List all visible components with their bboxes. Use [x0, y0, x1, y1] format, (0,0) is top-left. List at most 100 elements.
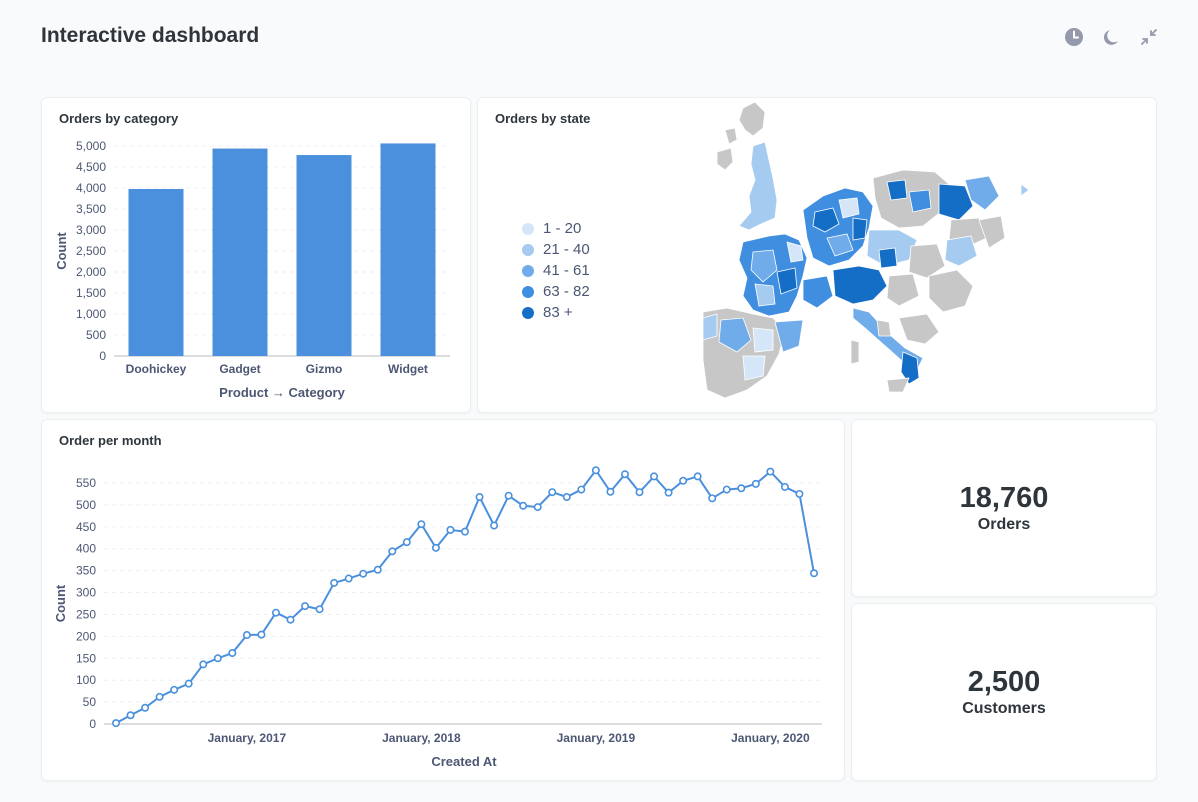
y-tick-label: 500 — [86, 328, 106, 342]
bar — [128, 189, 184, 356]
map-region[interactable] — [802, 275, 834, 309]
map-region[interactable] — [1020, 183, 1030, 197]
legend-label: 1 - 20 — [543, 220, 582, 237]
map-regions[interactable] — [703, 101, 1030, 399]
map-region[interactable] — [786, 241, 804, 263]
map-region[interactable] — [850, 339, 860, 365]
map-region[interactable] — [754, 283, 776, 307]
y-tick-label: 350 — [76, 564, 96, 578]
legend-swatch — [522, 306, 534, 319]
data-point — [431, 543, 440, 552]
map-region[interactable] — [876, 319, 892, 337]
map-region[interactable] — [724, 127, 738, 145]
map-region[interactable] — [718, 317, 752, 353]
data-point — [519, 501, 528, 510]
line-chart: 0 50 100 150 200 250 300 350 400 450 500 550 January… — [53, 466, 822, 769]
order-per-month-card[interactable]: Order per month 0 50 100 150 200 250 300 350 400… — [41, 419, 845, 781]
clock-icon[interactable] — [1064, 27, 1084, 47]
data-point — [286, 615, 295, 624]
y-tick-label: 3,000 — [76, 223, 106, 237]
legend-item: 83 + — [522, 302, 590, 323]
x-tick-label: Gizmo — [306, 362, 343, 376]
map-region[interactable] — [886, 273, 920, 307]
choropleth-map[interactable] — [703, 100, 1063, 410]
customers-label: Customers — [962, 700, 1046, 717]
data-point — [460, 527, 469, 536]
map-legend: 1 - 20 21 - 40 41 - 61 63 - 82 83 + — [522, 218, 590, 323]
bar-chart: 0 500 1,000 1,500 2,000 2,500 3,000 3,500 4,000 4… — [54, 139, 450, 400]
map-region[interactable] — [774, 319, 804, 353]
data-point — [344, 574, 353, 583]
map-region[interactable] — [716, 147, 734, 171]
map-region[interactable] — [742, 355, 766, 381]
data-point — [780, 482, 789, 491]
x-tick-label: January, 2019 — [557, 731, 636, 745]
legend-swatch — [522, 285, 534, 298]
y-axis-label: Count — [54, 232, 69, 270]
data-point — [533, 503, 542, 512]
legend-item: 63 - 82 — [522, 281, 590, 302]
data-point — [257, 630, 266, 639]
map-region[interactable] — [900, 351, 920, 385]
y-tick-label: 50 — [83, 695, 97, 709]
collapse-icon[interactable] — [1139, 27, 1159, 47]
y-tick-label: 4,000 — [76, 181, 106, 195]
map-region[interactable] — [978, 215, 1006, 249]
data-point — [620, 470, 629, 479]
orders-scalar-card[interactable]: 18,760 Orders — [851, 419, 1157, 597]
map-region[interactable] — [750, 249, 778, 283]
map-region[interactable] — [812, 207, 840, 233]
bar — [212, 148, 268, 356]
data-point — [591, 466, 600, 475]
data-point — [112, 719, 121, 728]
data-point — [722, 485, 731, 494]
x-tick-label: January, 2018 — [382, 731, 461, 745]
map-region[interactable] — [944, 235, 978, 267]
map-region[interactable] — [964, 175, 1000, 211]
data-point — [737, 484, 746, 493]
legend-item: 41 - 61 — [522, 260, 590, 281]
series-line — [115, 468, 815, 725]
orders-by-category-card[interactable]: Orders by category 0 500 1,000 1,500 2,000 2,… — [41, 97, 471, 413]
map-region[interactable] — [878, 247, 898, 269]
map-region[interactable] — [852, 217, 868, 241]
card-title: Orders by state — [495, 111, 591, 126]
map-region[interactable] — [826, 233, 854, 257]
x-tick-label: Doohickey — [126, 362, 187, 376]
data-point — [271, 608, 280, 617]
data-point — [475, 493, 484, 502]
map-region[interactable] — [752, 327, 774, 353]
data-point — [562, 493, 571, 502]
map-region[interactable] — [938, 183, 974, 221]
map-region[interactable] — [908, 189, 932, 213]
map-region[interactable] — [738, 101, 766, 137]
data-point — [388, 547, 397, 556]
map-region[interactable] — [738, 141, 778, 231]
legend-label: 63 - 82 — [543, 283, 590, 300]
orders-value: 18,760 — [959, 482, 1049, 514]
customers-value: 2,500 — [967, 666, 1041, 698]
data-point — [373, 565, 382, 574]
data-point — [504, 491, 513, 500]
map-region[interactable] — [908, 243, 946, 279]
data-point — [359, 569, 368, 578]
bar — [380, 143, 436, 356]
map-region[interactable] — [928, 269, 974, 313]
customers-scalar-card[interactable]: 2,500 Customers — [851, 603, 1157, 781]
y-tick-label: 150 — [76, 651, 96, 665]
moon-icon[interactable] — [1102, 27, 1122, 47]
map-region[interactable] — [886, 377, 910, 393]
map-region[interactable] — [832, 265, 888, 305]
y-axis-label: Count — [53, 584, 68, 622]
legend-label: 21 - 40 — [543, 241, 590, 258]
y-tick-label: 2,500 — [76, 244, 106, 258]
legend-swatch — [522, 222, 534, 235]
orders-by-state-card[interactable]: Orders by state 1 - 20 21 - 40 41 - 61 6… — [477, 97, 1157, 413]
map-region[interactable] — [886, 179, 908, 201]
data-point — [548, 488, 557, 497]
orders-label: Orders — [977, 516, 1031, 533]
map-region[interactable] — [703, 313, 718, 341]
map-region[interactable] — [776, 267, 798, 295]
map-region[interactable] — [898, 313, 940, 345]
map-region[interactable] — [838, 197, 860, 219]
